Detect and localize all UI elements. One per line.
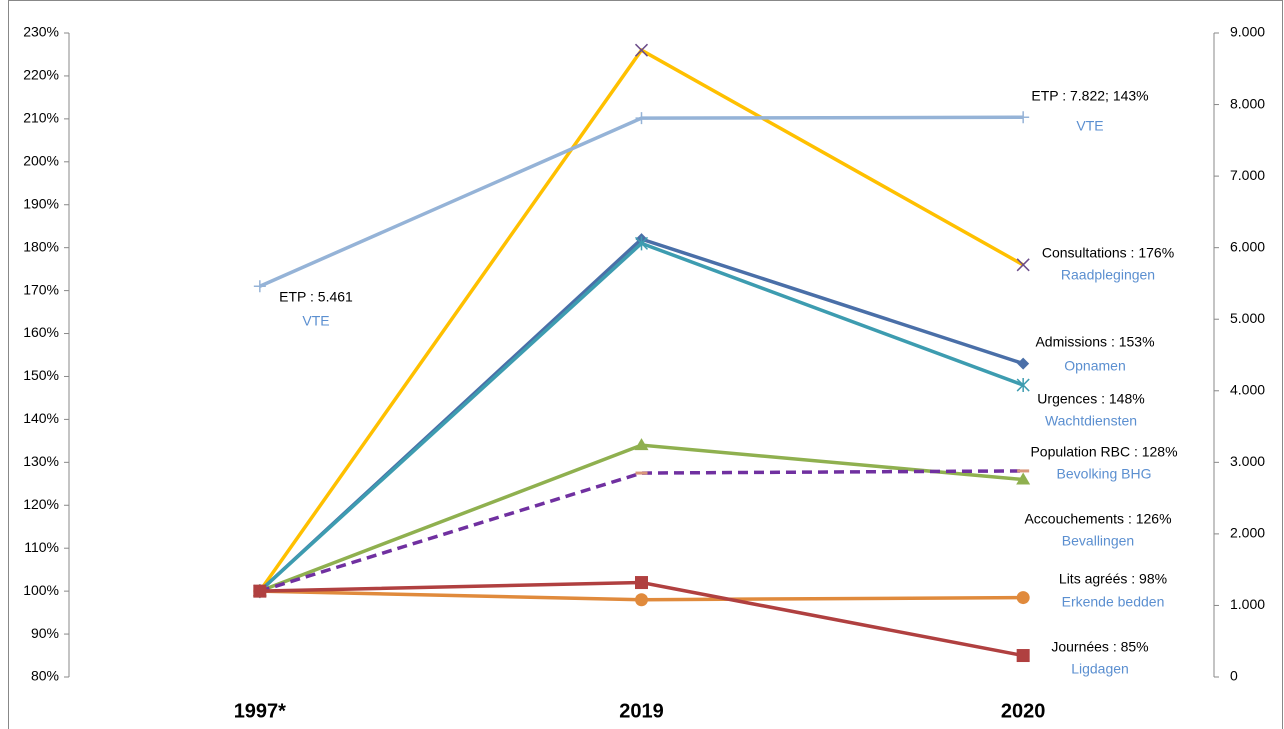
annotation: Journées : 85% [1051, 639, 1148, 655]
y-tick-label: 150% [23, 367, 59, 383]
marker [1016, 472, 1031, 485]
y-tick-label: 200% [23, 153, 59, 169]
y-tick-label: 100% [23, 582, 59, 598]
annotation-translation: Opnamen [1064, 358, 1125, 374]
y2-tick-label: 4.000 [1230, 381, 1265, 397]
series-line [258, 47, 1025, 593]
marker [635, 576, 648, 590]
annotation-translation: Bevolking BHG [1057, 466, 1152, 482]
y-tick-label: 110% [24, 539, 59, 555]
annotation-translation: VTE [302, 313, 329, 329]
marker [634, 236, 649, 251]
marker [635, 112, 648, 125]
annotation-translation: Ligdagen [1071, 661, 1129, 677]
y2-tick-label: 6.000 [1230, 238, 1265, 254]
annotation: Accouchements : 126% [1024, 511, 1171, 527]
y-tick-label: 80% [31, 668, 59, 684]
series-line [259, 443, 1024, 593]
marker [1017, 111, 1030, 124]
y-tick-label: 120% [23, 496, 59, 512]
x-tick-label: 2020 [1001, 700, 1046, 722]
series-line [259, 469, 1024, 593]
y2-tick-label: 0 [1230, 668, 1238, 684]
x-tick-label: 2019 [619, 700, 664, 722]
marker [1016, 378, 1030, 393]
annotation-translation: Wachtdiensten [1045, 413, 1137, 429]
marker [253, 280, 266, 293]
y-tick-label: 130% [23, 453, 59, 469]
annotation: Consultations : 176% [1042, 245, 1174, 261]
series-line [258, 241, 1024, 593]
chart-frame [8, 0, 1283, 729]
x-tick-label: 1997* [234, 700, 286, 722]
annotation-translation: Erkende bedden [1062, 594, 1165, 610]
marker [634, 438, 649, 451]
y2-tick-label: 9.000 [1230, 24, 1265, 40]
marker [1017, 357, 1030, 370]
y2-tick-label: 1.000 [1230, 596, 1265, 612]
annotation: ETP : 7.822; 143% [1031, 88, 1148, 104]
y-tick-label: 190% [23, 195, 59, 211]
annotation-translation: Raadplegingen [1061, 267, 1155, 283]
annotation-translation: Bevallingen [1062, 533, 1134, 549]
y-tick-label: 140% [23, 410, 59, 426]
y2-tick-label: 7.000 [1230, 167, 1265, 183]
marker [1016, 591, 1030, 605]
y-tick-label: 90% [31, 625, 59, 641]
annotation: Admissions : 153% [1035, 334, 1154, 350]
y-tick-label: 230% [23, 24, 59, 40]
y-tick-label: 170% [23, 281, 59, 297]
marker [1016, 649, 1030, 663]
y2-tick-label: 3.000 [1230, 453, 1265, 469]
y-tick-label: 210% [23, 110, 59, 126]
y2-tick-label: 8.000 [1230, 95, 1265, 111]
annotation: Lits agréés : 98% [1059, 571, 1167, 587]
y2-tick-label: 2.000 [1230, 525, 1265, 541]
marker [634, 43, 649, 57]
annotation: Urgences : 148% [1037, 391, 1144, 407]
annotation: ETP : 5.461 [279, 289, 353, 305]
annotation-translation: VTE [1076, 118, 1103, 134]
y-tick-label: 160% [23, 324, 59, 340]
annotation: Population RBC : 128% [1030, 444, 1177, 460]
marker [253, 584, 267, 598]
series-line [258, 237, 1024, 593]
y-tick-label: 180% [23, 238, 59, 254]
marker [1016, 258, 1030, 272]
marker [635, 593, 648, 607]
y-tick-label: 220% [23, 67, 59, 83]
y2-tick-label: 5.000 [1230, 310, 1265, 326]
